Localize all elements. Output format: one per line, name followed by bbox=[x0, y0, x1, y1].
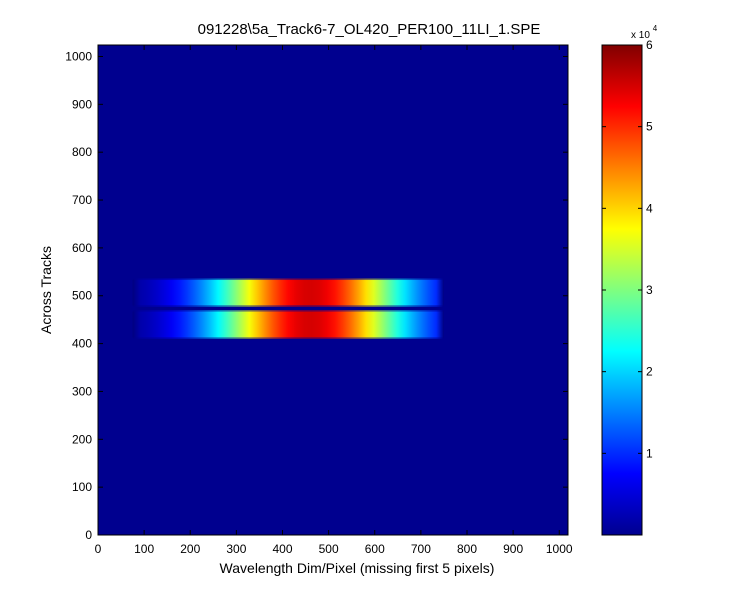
colorbar-tick-label: 3 bbox=[646, 283, 653, 297]
y-tick-label: 400 bbox=[72, 337, 92, 351]
colorbar-tick-label: 5 bbox=[646, 120, 653, 134]
colorbar-ticks: 1 2 3 4 5 6 bbox=[602, 38, 653, 460]
colorbar-tick-label: 6 bbox=[646, 38, 653, 52]
x-axis: 0 100 200 300 400 500 600 700 800 900 1000 bbox=[95, 45, 573, 556]
colorbar-exponent: x 10 4 bbox=[631, 24, 658, 41]
colorbar-tick-label: 4 bbox=[646, 201, 653, 215]
plot-frame bbox=[97, 44, 569, 536]
y-tick-label: 100 bbox=[72, 480, 92, 494]
y-tick-label: 300 bbox=[72, 384, 92, 398]
band-edge-bottom bbox=[132, 305, 444, 307]
x-tick-label: 500 bbox=[319, 542, 339, 556]
band-edge-bottom bbox=[132, 337, 444, 339]
heatmap-band-upper-track bbox=[132, 278, 444, 307]
x-tick-label: 700 bbox=[411, 542, 431, 556]
band-edge-top bbox=[132, 278, 444, 281]
x-axis-label: Wavelength Dim/Pixel (missing first 5 pi… bbox=[220, 560, 495, 576]
bands-layer bbox=[132, 278, 444, 339]
band-edge-top bbox=[132, 310, 444, 312]
x-tick-label: 1000 bbox=[546, 542, 573, 556]
colorbar-exponent-base: x 10 bbox=[631, 30, 650, 41]
y-axis: 0 100 200 300 400 500 600 700 800 900 1000 bbox=[65, 49, 568, 542]
chart-title: 091228\5a_Track6-7_OL420_PER100_11LI_1.S… bbox=[198, 21, 541, 38]
x-tick-label: 100 bbox=[134, 542, 154, 556]
colorbar-gradient bbox=[601, 44, 643, 536]
y-tick-label: 900 bbox=[72, 97, 92, 111]
y-tick-label: 800 bbox=[72, 145, 92, 159]
x-tick-label: 800 bbox=[457, 542, 477, 556]
colorbar-tick-label: 2 bbox=[646, 365, 653, 379]
y-tick-label: 0 bbox=[85, 528, 92, 542]
x-tick-label: 600 bbox=[365, 542, 385, 556]
plot-area bbox=[97, 44, 569, 536]
x-tick-label: 900 bbox=[503, 542, 523, 556]
x-tick-label: 200 bbox=[180, 542, 200, 556]
y-tick-label: 1000 bbox=[65, 49, 92, 63]
y-tick-label: 600 bbox=[72, 241, 92, 255]
heatmap-band-lower-track bbox=[132, 310, 444, 339]
y-tick-label: 700 bbox=[72, 193, 92, 207]
x-tick-label: 0 bbox=[95, 542, 102, 556]
colorbar-exponent-power: 4 bbox=[653, 24, 658, 33]
x-tick-label: 400 bbox=[272, 542, 292, 556]
y-tick-label: 500 bbox=[72, 289, 92, 303]
colorbar-tick-label: 1 bbox=[646, 446, 653, 460]
y-axis-label: Across Tracks bbox=[38, 246, 54, 334]
y-tick-label: 200 bbox=[72, 432, 92, 446]
colorbar: 1 2 3 4 5 6 x 10 4 bbox=[601, 24, 658, 536]
x-tick-label: 300 bbox=[226, 542, 246, 556]
